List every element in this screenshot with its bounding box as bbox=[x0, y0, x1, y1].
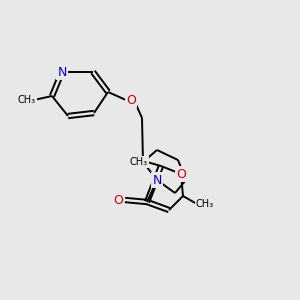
Text: O: O bbox=[126, 94, 136, 106]
Text: N: N bbox=[57, 65, 67, 79]
Text: CH₃: CH₃ bbox=[196, 199, 214, 209]
Text: O: O bbox=[113, 194, 123, 206]
Text: O: O bbox=[176, 167, 186, 181]
Text: N: N bbox=[152, 173, 162, 187]
Text: CH₃: CH₃ bbox=[18, 95, 36, 105]
Text: CH₃: CH₃ bbox=[130, 157, 148, 167]
